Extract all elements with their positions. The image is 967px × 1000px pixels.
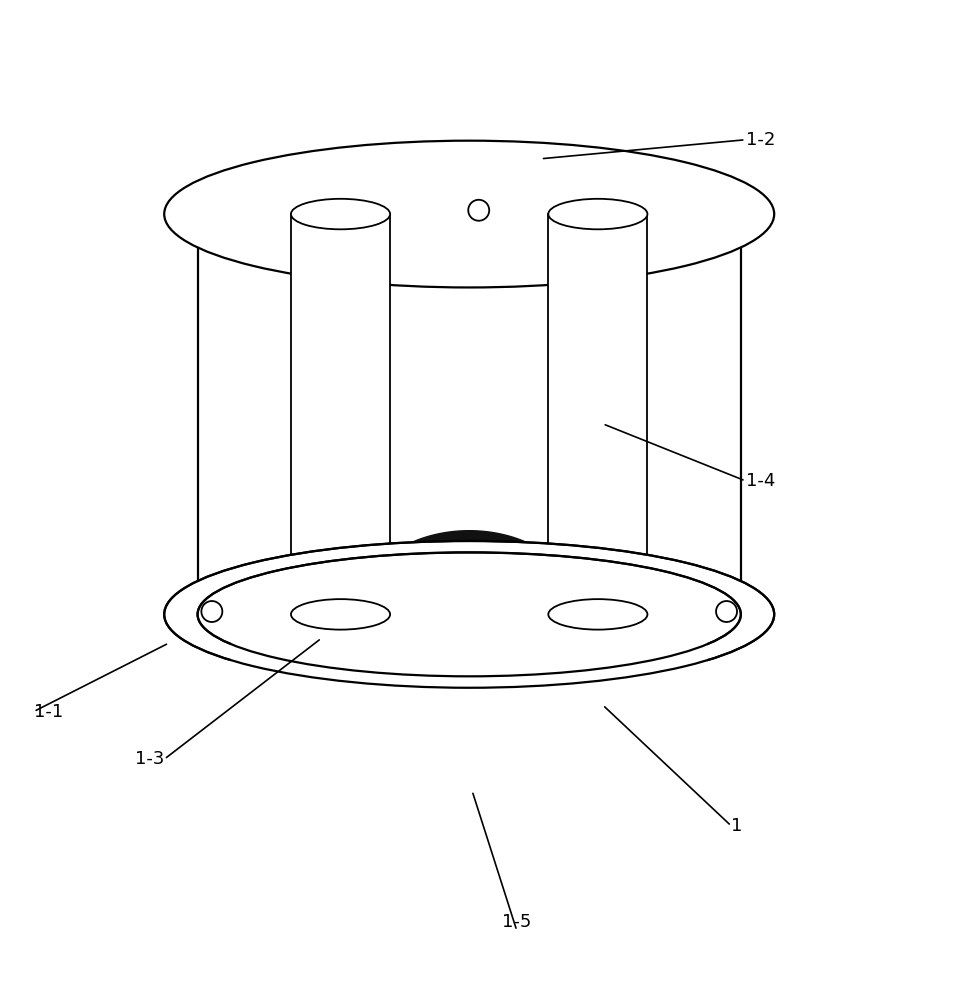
Ellipse shape <box>548 199 648 229</box>
Text: 1-5: 1-5 <box>502 913 532 931</box>
Polygon shape <box>548 214 648 614</box>
Ellipse shape <box>164 541 775 688</box>
Polygon shape <box>360 693 579 772</box>
Circle shape <box>716 601 737 622</box>
Ellipse shape <box>291 599 390 630</box>
Polygon shape <box>231 612 708 977</box>
Polygon shape <box>197 214 741 614</box>
Text: 1-1: 1-1 <box>34 703 63 721</box>
Ellipse shape <box>164 141 775 287</box>
Polygon shape <box>360 531 579 610</box>
Ellipse shape <box>291 199 390 229</box>
Circle shape <box>201 601 222 622</box>
Polygon shape <box>291 214 390 614</box>
Circle shape <box>468 200 489 221</box>
Text: 1-3: 1-3 <box>134 750 164 768</box>
Text: 1: 1 <box>731 817 743 835</box>
Text: 1-2: 1-2 <box>746 131 775 149</box>
Text: 1-4: 1-4 <box>746 472 775 490</box>
Ellipse shape <box>548 599 648 630</box>
